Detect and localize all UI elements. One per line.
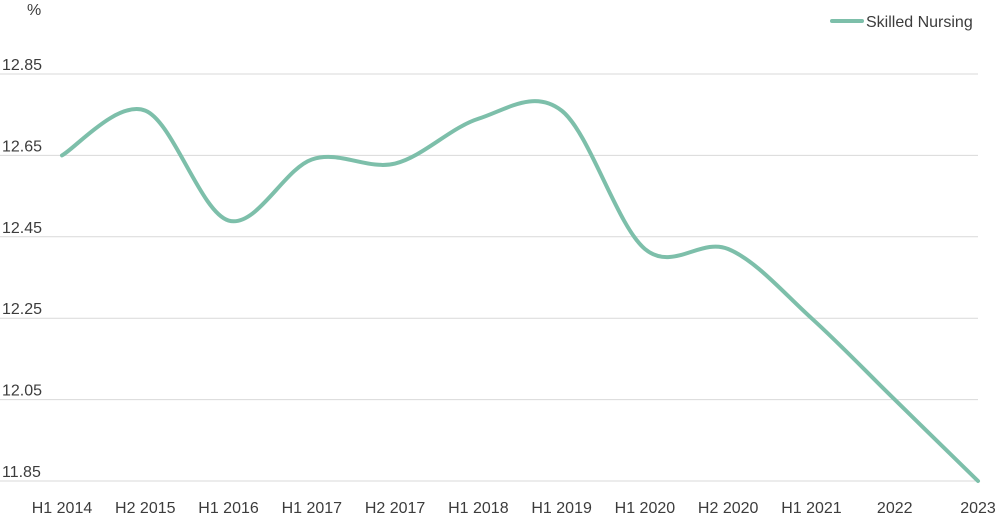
y-axis-tick-labels: 12.85 12.65 12.45 12.25 12.05 11.85	[2, 57, 42, 481]
data-point	[726, 247, 730, 251]
series-lines	[60, 99, 980, 483]
data-point	[60, 153, 64, 157]
x-tick-label: H1 2019	[531, 500, 592, 517]
data-point	[476, 117, 480, 121]
x-tick-label: H1 2020	[615, 500, 676, 517]
y-axis-unit-label: %	[27, 2, 41, 19]
x-tick-label: 2023	[960, 500, 996, 517]
y-tick-label: 12.85	[2, 57, 42, 74]
x-tick-label: H2 2017	[365, 500, 426, 517]
y-tick-label: 12.05	[2, 383, 42, 400]
y-tick-label: 12.45	[2, 220, 42, 237]
x-tick-label: H1 2021	[781, 500, 842, 517]
y-tick-label: 12.25	[2, 301, 42, 318]
gridlines	[0, 73, 978, 482]
x-tick-label: H1 2018	[448, 500, 509, 517]
data-point	[809, 316, 813, 320]
data-point	[227, 219, 231, 223]
x-tick-label: H2 2020	[698, 500, 759, 517]
x-tick-label: H1 2014	[32, 500, 93, 517]
y-tick-label: 12.65	[2, 138, 42, 155]
data-point	[893, 398, 897, 402]
data-point	[393, 162, 397, 166]
data-point	[643, 247, 647, 251]
x-tick-label: 2022	[877, 500, 913, 517]
x-tick-label: H1 2017	[282, 500, 343, 517]
data-point	[976, 479, 980, 483]
legend: Skilled Nursing	[830, 14, 973, 31]
legend-label: Skilled Nursing	[866, 14, 973, 31]
data-point	[310, 157, 314, 161]
x-tick-label: H2 2015	[115, 500, 176, 517]
data-point	[143, 109, 147, 113]
data-point	[560, 109, 564, 113]
x-tick-label: H1 2016	[198, 500, 259, 517]
x-axis-tick-labels: H1 2014 H2 2015 H1 2016 H1 2017 H2 2017 H1 20…	[32, 500, 996, 517]
y-tick-label: 11.85	[2, 464, 41, 481]
series-line-skilled-nursing	[60, 99, 980, 483]
